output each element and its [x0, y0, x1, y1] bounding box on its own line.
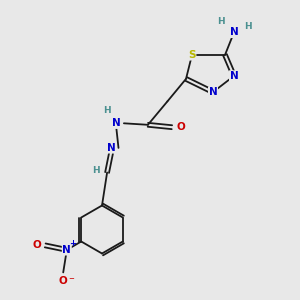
Text: ⁻: ⁻: [69, 276, 75, 286]
Text: +: +: [69, 239, 76, 248]
Text: H: H: [92, 166, 100, 175]
Text: H: H: [244, 22, 252, 31]
Text: O: O: [32, 240, 41, 250]
Text: H: H: [103, 106, 111, 115]
Text: N: N: [208, 87, 217, 97]
Text: H: H: [217, 16, 224, 26]
Text: N: N: [106, 143, 116, 153]
Text: S: S: [188, 50, 196, 60]
Text: N: N: [230, 27, 238, 38]
Text: O: O: [176, 122, 185, 132]
Text: N: N: [230, 71, 238, 81]
Text: O: O: [59, 276, 68, 286]
Text: N: N: [62, 245, 71, 255]
Text: N: N: [112, 118, 121, 128]
